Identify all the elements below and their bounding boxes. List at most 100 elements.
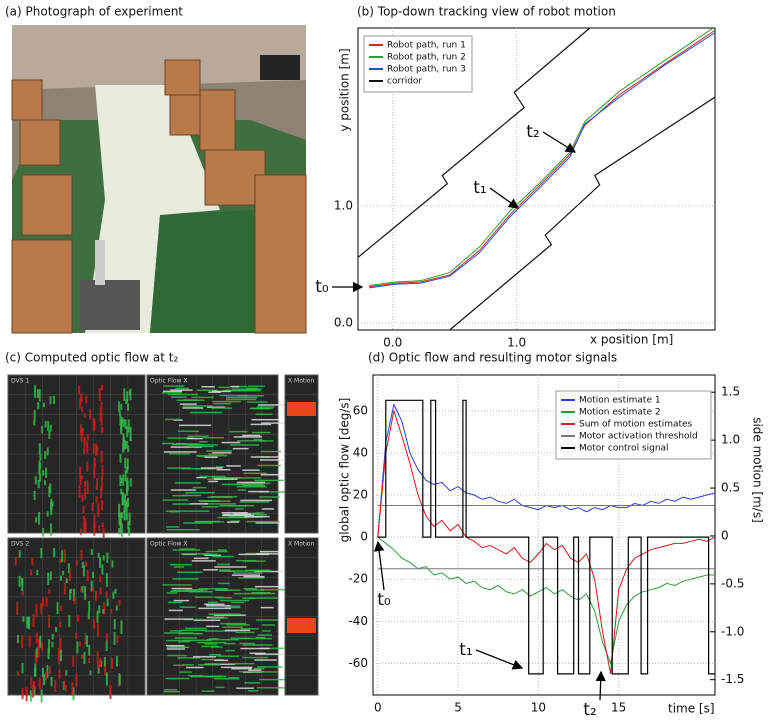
flow-event [237, 440, 265, 442]
flow-event [28, 635, 31, 648]
flow-event [123, 388, 126, 401]
flow-event [92, 619, 95, 629]
flow-event [219, 570, 235, 572]
flow-event [212, 452, 232, 454]
flow-event [112, 591, 115, 599]
flow-event [254, 585, 279, 588]
flow-event [80, 549, 83, 561]
flow-event [199, 475, 226, 478]
flow-event [178, 632, 201, 635]
flow-event [58, 669, 61, 679]
legend-label: Motor activation threshold [579, 432, 698, 442]
series-line [369, 29, 715, 288]
flow-event [97, 552, 100, 558]
flow-event [202, 436, 224, 439]
annotation: t₁ [473, 178, 486, 198]
flow-event [201, 658, 224, 661]
flow-event [215, 686, 225, 689]
flow-event [196, 454, 228, 457]
flow-event [86, 635, 89, 647]
flow-event [198, 607, 232, 610]
flow-event [202, 553, 218, 556]
flow-event [254, 479, 284, 482]
flow-event [105, 573, 108, 587]
flow-event [242, 656, 269, 659]
flow-event [118, 401, 121, 412]
flow-event [188, 590, 213, 593]
flow-event [119, 513, 122, 519]
flow-event [204, 603, 225, 606]
flow-event [175, 387, 189, 390]
flow-event [208, 391, 221, 393]
flow-event [127, 403, 130, 411]
flow-event [259, 647, 285, 650]
flow-event [225, 606, 241, 609]
series-line [369, 32, 715, 289]
flow-event [166, 646, 188, 649]
flow-event [253, 438, 263, 441]
flow-event [167, 467, 192, 469]
flow-event [103, 657, 106, 667]
flow-event [94, 452, 97, 457]
flow-event [207, 406, 226, 408]
flow-event [259, 678, 292, 681]
flow-event [42, 528, 45, 537]
flow-event [180, 548, 196, 550]
flow-event [203, 569, 218, 571]
flow-event [81, 585, 84, 593]
flow-event [83, 437, 86, 448]
x-tick-label: 0.0 [383, 336, 402, 350]
flow-event [86, 461, 89, 472]
flow-event [228, 662, 255, 665]
flow-event [80, 393, 83, 403]
flow-event [238, 577, 265, 579]
flow-event [242, 484, 265, 487]
flow-event [176, 399, 205, 401]
flow-event [46, 664, 49, 679]
flow-event [83, 480, 86, 488]
flow-event [120, 488, 123, 495]
flow-event [225, 649, 235, 652]
flow-event [63, 582, 66, 595]
flow-event [168, 453, 190, 455]
x-axis-label: time [s] [668, 702, 715, 716]
flow-event [120, 620, 123, 634]
flow-label: Optic Flow X [150, 541, 187, 548]
flow-event [34, 385, 37, 398]
flow-event [166, 648, 185, 650]
flow-event [214, 678, 240, 680]
flow-event [240, 647, 270, 650]
flow-event [183, 618, 203, 621]
flow-event [83, 521, 86, 533]
flow-event [220, 622, 246, 625]
flow-event [255, 522, 281, 524]
flow-event [21, 662, 24, 674]
flow-label: Optic Flow X [150, 378, 187, 385]
flow-event [47, 648, 50, 660]
flow-event [79, 528, 82, 535]
flow-event [94, 590, 97, 602]
flow-event [205, 450, 232, 452]
flow-event [238, 553, 269, 556]
flow-event [176, 443, 200, 445]
flow-event [201, 690, 215, 692]
flow-event [262, 624, 276, 626]
flow-event [126, 426, 129, 438]
legend-label: Motor control signal [579, 444, 669, 454]
flow-event [79, 466, 82, 479]
flow-event [46, 511, 49, 517]
flow-event [99, 587, 102, 595]
series-line [377, 505, 715, 570]
flow-event [177, 430, 200, 432]
flow-event [38, 443, 41, 456]
flow-event [83, 652, 86, 665]
flow-event [98, 387, 101, 402]
flow-event [198, 587, 228, 590]
flow-event [125, 500, 128, 507]
flow-event [118, 599, 121, 606]
flow-event [50, 676, 53, 687]
flow-event [119, 453, 122, 463]
flow-event [198, 664, 220, 666]
flow-event [48, 430, 51, 439]
flow-event [242, 434, 261, 437]
